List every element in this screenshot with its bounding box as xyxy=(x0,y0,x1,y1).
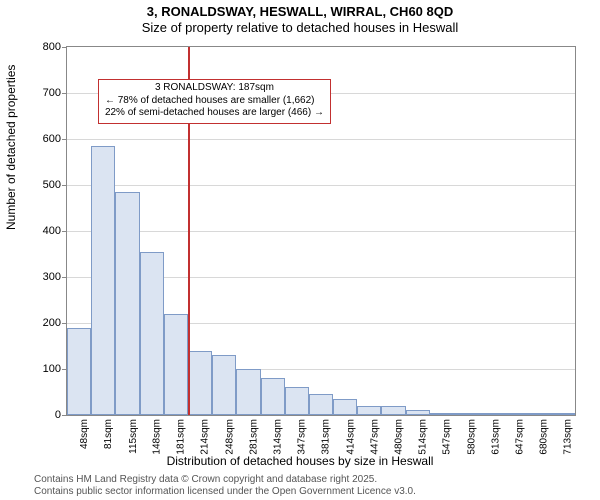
gridline xyxy=(67,231,575,232)
gridline xyxy=(67,185,575,186)
x-tick-label: 281sqm xyxy=(246,419,259,455)
x-tick-label: 347sqm xyxy=(295,419,308,455)
gridline xyxy=(67,139,575,140)
histogram-bar xyxy=(140,252,164,415)
x-tick-label: 647sqm xyxy=(513,419,526,455)
histogram-bar xyxy=(236,369,260,415)
chart-title-line1: 3, RONALDSWAY, HESWALL, WIRRAL, CH60 8QD xyxy=(0,4,600,20)
histogram-bar xyxy=(91,146,115,415)
chart-container: 3, RONALDSWAY, HESWALL, WIRRAL, CH60 8QD… xyxy=(0,0,600,500)
footer-attribution: Contains HM Land Registry data © Crown c… xyxy=(34,474,416,498)
x-tick-label: 148sqm xyxy=(150,419,163,455)
histogram-bar xyxy=(309,394,333,415)
x-tick-label: 48sqm xyxy=(77,419,90,449)
histogram-bar xyxy=(430,413,454,415)
y-tick-mark xyxy=(62,231,67,232)
histogram-bar xyxy=(67,328,91,415)
histogram-bar xyxy=(381,406,405,415)
histogram-bar xyxy=(478,413,502,415)
histogram-bar xyxy=(357,406,381,415)
x-tick-label: 381sqm xyxy=(319,419,332,455)
x-tick-label: 613sqm xyxy=(488,419,501,455)
x-tick-label: 547sqm xyxy=(440,419,453,455)
histogram-bar xyxy=(164,314,188,415)
plot-area: 010020030040050060070080048sqm81sqm115sq… xyxy=(66,46,576,416)
y-axis-label: Number of detached properties xyxy=(4,65,18,230)
x-tick-label: 680sqm xyxy=(537,419,550,455)
x-tick-label: 480sqm xyxy=(392,419,405,455)
y-tick-mark xyxy=(62,323,67,324)
x-tick-label: 214sqm xyxy=(198,419,211,455)
x-tick-label: 81sqm xyxy=(101,419,114,449)
chart-title-line2: Size of property relative to detached ho… xyxy=(0,20,600,36)
footer-line2: Contains public sector information licen… xyxy=(34,486,416,498)
annotation-box: 3 RONALDSWAY: 187sqm← 78% of detached ho… xyxy=(98,79,331,124)
x-tick-label: 713sqm xyxy=(561,419,574,455)
histogram-bar xyxy=(406,410,430,415)
histogram-bar xyxy=(502,413,526,415)
histogram-bar xyxy=(285,387,309,415)
x-tick-label: 181sqm xyxy=(174,419,187,455)
histogram-bar xyxy=(261,378,285,415)
histogram-bar xyxy=(188,351,212,415)
histogram-bar xyxy=(115,192,139,415)
chart-title-block: 3, RONALDSWAY, HESWALL, WIRRAL, CH60 8QD… xyxy=(0,0,600,37)
annotation-title: 3 RONALDSWAY: 187sqm xyxy=(105,82,324,95)
footer-line1: Contains HM Land Registry data © Crown c… xyxy=(34,474,416,486)
y-tick-mark xyxy=(62,47,67,48)
annotation-line-right: 22% of semi-detached houses are larger (… xyxy=(105,107,324,120)
histogram-bar xyxy=(551,413,575,415)
x-tick-label: 414sqm xyxy=(343,419,356,455)
annotation-line-left: ← 78% of detached houses are smaller (1,… xyxy=(105,95,324,108)
x-tick-label: 580sqm xyxy=(464,419,477,455)
x-tick-label: 447sqm xyxy=(367,419,380,455)
y-tick-mark xyxy=(62,185,67,186)
x-tick-label: 115sqm xyxy=(125,419,138,454)
histogram-bar xyxy=(212,355,236,415)
histogram-bar xyxy=(333,399,357,415)
y-tick-mark xyxy=(62,277,67,278)
y-tick-mark xyxy=(62,415,67,416)
x-tick-label: 314sqm xyxy=(271,419,284,455)
x-tick-label: 514sqm xyxy=(416,419,429,455)
x-tick-label: 248sqm xyxy=(222,419,235,455)
y-tick-mark xyxy=(62,93,67,94)
x-axis-label: Distribution of detached houses by size … xyxy=(0,454,600,468)
y-tick-mark xyxy=(62,139,67,140)
histogram-bar xyxy=(527,413,551,415)
histogram-bar xyxy=(454,413,478,415)
